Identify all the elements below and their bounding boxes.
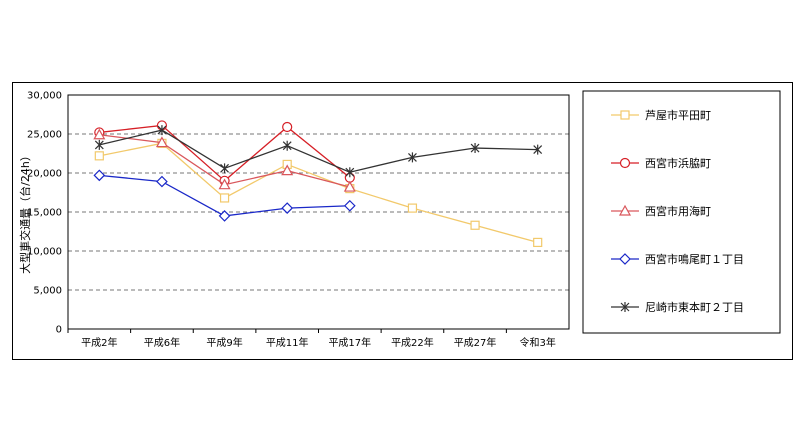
chart-frame: 0 5,000 10,000 15,000 20,000 25,000 30,000 平成2… xyxy=(12,82,793,360)
y-tick-label: 0 xyxy=(56,325,62,336)
y-tick-label: 30,000 xyxy=(27,91,62,102)
axes xyxy=(67,94,570,333)
data-point xyxy=(343,180,356,192)
data-point xyxy=(470,143,480,154)
series xyxy=(93,120,543,248)
data-point xyxy=(155,136,168,148)
data-point xyxy=(93,169,106,182)
y-tick-label: 10,000 xyxy=(27,247,62,258)
data-point xyxy=(343,199,356,212)
legend-label: 西宮市鳴尾町１丁目 xyxy=(645,252,744,266)
data-point xyxy=(94,139,104,150)
data-point xyxy=(281,202,294,214)
legend-item: 芦屋市平田町 xyxy=(611,108,711,122)
data-point xyxy=(619,253,631,265)
data-point xyxy=(282,121,293,133)
data-point xyxy=(620,110,630,120)
legend-item: 西宮市鳴尾町１丁目 xyxy=(611,252,744,266)
y-tick-label: 5,000 xyxy=(33,286,62,297)
data-point xyxy=(533,237,543,248)
legend-box xyxy=(582,90,781,334)
x-tick-label: 平成17年 xyxy=(328,336,371,349)
data-point xyxy=(218,210,231,222)
data-point xyxy=(282,140,292,151)
y-tick-label: 15,000 xyxy=(27,208,62,219)
data-point xyxy=(470,220,480,230)
data-point xyxy=(620,302,630,312)
legend-label: 芦屋市平田町 xyxy=(645,108,711,122)
data-point xyxy=(156,175,168,188)
x-tick-label: 平成22年 xyxy=(391,336,434,349)
x-tick-labels: 平成2年 平成6年 平成9年 平成11年 平成17年 平成22年 平成27年 令和3年 xyxy=(81,336,556,349)
legend-item: 西宮市浜脇町 xyxy=(611,156,711,170)
y-tick-label: 25,000 xyxy=(27,130,62,141)
line-chart: 0 5,000 10,000 15,000 20,000 25,000 30,000 平成2… xyxy=(18,90,781,349)
data-point xyxy=(407,203,418,213)
series-path xyxy=(99,142,538,244)
x-tick-label: 令和3年 xyxy=(520,336,556,349)
legend-item: 尼崎市東本町２丁目 xyxy=(611,300,744,314)
x-tick-label: 平成27年 xyxy=(454,336,497,349)
data-point xyxy=(619,157,631,169)
gridlines xyxy=(68,133,569,291)
y-tick-label: 20,000 xyxy=(27,169,62,180)
data-point xyxy=(219,193,230,203)
data-point xyxy=(157,125,167,136)
y-axis-label: 大型車交通量（台/24h） xyxy=(18,150,32,274)
series-line xyxy=(94,125,543,178)
series-line xyxy=(93,128,356,192)
series-path xyxy=(99,129,538,173)
x-tick-label: 平成11年 xyxy=(266,336,309,349)
legend-label: 西宮市用海町 xyxy=(645,204,711,218)
data-point xyxy=(618,204,632,216)
series-line xyxy=(93,169,356,222)
x-tick-label: 平成9年 xyxy=(206,336,242,349)
data-point xyxy=(218,178,231,190)
legend-item: 西宮市用海町 xyxy=(611,204,711,218)
data-point xyxy=(345,167,355,178)
data-point xyxy=(220,163,229,174)
x-tick-label: 平成2年 xyxy=(81,336,117,349)
data-point xyxy=(281,164,294,176)
data-point xyxy=(94,151,104,161)
data-point xyxy=(533,144,543,155)
y-tick-labels: 0 5,000 10,000 15,000 20,000 25,000 30,000 xyxy=(27,91,62,336)
legend-label: 尼崎市東本町２丁目 xyxy=(645,300,744,314)
data-point xyxy=(93,128,106,140)
plot-area xyxy=(67,94,570,330)
x-tick-label: 平成6年 xyxy=(144,336,180,349)
series-line xyxy=(94,138,543,248)
legend-label: 西宮市浜脇町 xyxy=(645,156,711,170)
data-point xyxy=(408,152,417,163)
